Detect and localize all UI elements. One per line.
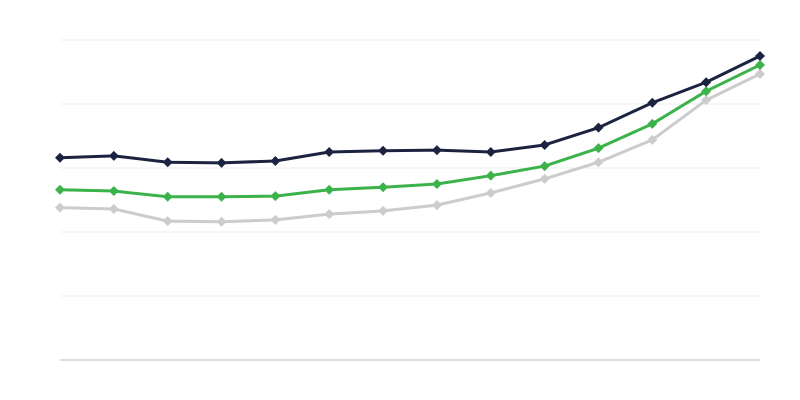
- gridlines: [60, 39, 760, 361]
- data-point[interactable]: [324, 184, 335, 195]
- data-point[interactable]: [485, 187, 496, 198]
- data-point[interactable]: [216, 157, 227, 168]
- data-point[interactable]: [647, 134, 658, 145]
- series-line: [59, 72, 761, 224]
- series-3: [55, 68, 765, 227]
- data-point[interactable]: [55, 202, 65, 213]
- data-point[interactable]: [270, 155, 281, 166]
- data-point[interactable]: [55, 184, 65, 195]
- data-point[interactable]: [431, 145, 442, 156]
- data-point[interactable]: [55, 152, 65, 163]
- data-point[interactable]: [701, 86, 712, 97]
- series-group: [55, 51, 765, 227]
- data-point[interactable]: [539, 173, 550, 184]
- data-point[interactable]: [539, 139, 550, 150]
- data-point[interactable]: [701, 77, 712, 88]
- data-point[interactable]: [216, 191, 227, 202]
- data-point[interactable]: [593, 122, 604, 133]
- series-line: [59, 54, 761, 165]
- data-point[interactable]: [755, 59, 765, 70]
- data-point[interactable]: [108, 186, 119, 197]
- data-point[interactable]: [647, 97, 658, 108]
- series-line: [59, 63, 761, 199]
- data-point[interactable]: [593, 143, 604, 154]
- series-1: [55, 51, 765, 168]
- data-point[interactable]: [755, 68, 765, 79]
- data-point[interactable]: [378, 205, 389, 216]
- data-point[interactable]: [755, 51, 765, 61]
- data-point[interactable]: [593, 157, 604, 168]
- data-point[interactable]: [324, 147, 335, 157]
- data-point[interactable]: [216, 216, 227, 227]
- data-point[interactable]: [162, 191, 173, 202]
- data-point[interactable]: [162, 157, 173, 168]
- data-point[interactable]: [485, 147, 496, 157]
- data-point[interactable]: [108, 150, 119, 161]
- data-point[interactable]: [108, 203, 119, 214]
- data-point[interactable]: [485, 170, 496, 181]
- data-point[interactable]: [539, 161, 550, 172]
- data-point[interactable]: [431, 179, 442, 189]
- data-point[interactable]: [647, 118, 658, 129]
- data-point[interactable]: [324, 209, 335, 220]
- data-point[interactable]: [270, 214, 281, 225]
- data-point[interactable]: [270, 191, 281, 202]
- data-point[interactable]: [378, 182, 389, 193]
- data-point[interactable]: [431, 200, 442, 211]
- data-point[interactable]: [378, 145, 389, 156]
- series-2: [55, 59, 765, 202]
- data-point[interactable]: [701, 95, 712, 106]
- data-point[interactable]: [162, 216, 173, 227]
